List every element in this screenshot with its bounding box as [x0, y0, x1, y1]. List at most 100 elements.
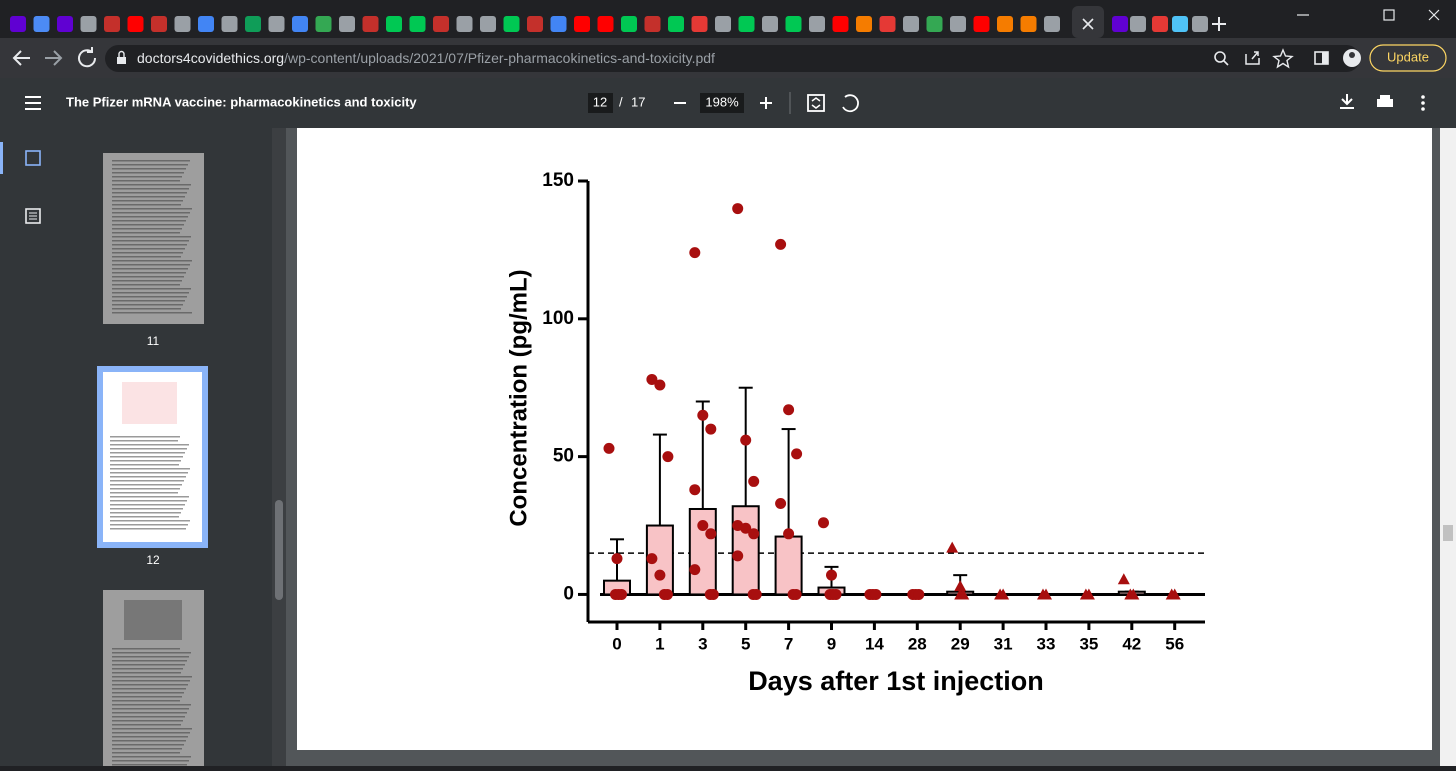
zoom-icon[interactable] — [1214, 51, 1226, 63]
x-tick-label: 31 — [994, 634, 1013, 653]
thumbnail-line — [112, 652, 191, 654]
maximize[interactable] — [1383, 9, 1395, 21]
thumbnail-line — [110, 516, 179, 518]
thumbnail-line — [112, 764, 187, 766]
favicon — [926, 16, 943, 32]
favicon — [1192, 16, 1208, 32]
data-point — [707, 588, 719, 600]
data-point — [783, 528, 795, 540]
zoom-input[interactable] — [700, 93, 744, 113]
thumbnail-line — [110, 496, 189, 498]
x-tick-label: 14 — [865, 634, 884, 653]
update-button[interactable] — [1369, 44, 1447, 72]
favicon — [574, 16, 590, 32]
scrollbar[interactable] — [1440, 128, 1456, 766]
thumbnail-line — [112, 752, 180, 754]
thumbnail-line — [112, 664, 185, 666]
data-point — [775, 497, 787, 509]
thumbnail-line — [110, 480, 184, 482]
data-point — [783, 404, 795, 416]
page-input[interactable] — [588, 93, 613, 113]
data-point — [689, 484, 701, 496]
print-top — [1380, 95, 1390, 99]
bookmark-star[interactable] — [1272, 48, 1294, 69]
thumbnail-line — [112, 692, 184, 694]
reload-button[interactable] — [78, 47, 97, 68]
side-panel-fill — [1322, 52, 1328, 64]
thumbnail-line — [112, 300, 185, 302]
fit-page-arrows — [811, 97, 821, 109]
url[interactable]: doctors4covidethics.org/wp-content/uploa… — [137, 50, 715, 66]
thumbnails-tab[interactable] — [25, 150, 41, 166]
favicon — [339, 16, 355, 32]
favicon — [1020, 16, 1037, 32]
back-button[interactable] — [12, 50, 30, 66]
fit-page[interactable] — [807, 94, 825, 112]
favicon — [1130, 16, 1146, 32]
scroll-thumb[interactable] — [1443, 525, 1453, 541]
thumbnail-line — [110, 484, 182, 486]
page-separator: / — [619, 94, 623, 109]
thumbnail-line — [112, 200, 183, 202]
thumbnail-line — [112, 164, 188, 166]
data-point — [689, 564, 701, 576]
x-tick-label: 7 — [784, 634, 793, 653]
outline-tab[interactable] — [25, 208, 41, 224]
thumbnail-line — [112, 672, 181, 674]
favicon — [691, 16, 708, 32]
thumbnail-line — [112, 236, 191, 238]
data-point — [1082, 588, 1095, 600]
thumbnail-line — [112, 688, 186, 690]
favicon — [456, 16, 473, 32]
favicon — [738, 16, 755, 32]
thumbnail-line — [110, 464, 179, 466]
favicon — [221, 16, 238, 32]
favicon — [80, 16, 97, 32]
favicon — [879, 16, 896, 32]
active-tab[interactable] — [1072, 6, 1104, 38]
sidebar-scroll-thumb[interactable] — [275, 500, 283, 600]
more-dot[interactable] — [1421, 95, 1425, 99]
x-tick-label: 0 — [612, 634, 621, 653]
thumbnail-line — [112, 180, 180, 182]
share-icon[interactable] — [1245, 51, 1260, 65]
update-label: Update — [1387, 49, 1429, 64]
thumbnail-page-11[interactable] — [103, 153, 204, 324]
thumbnail-line — [110, 456, 183, 458]
thumbnail-line — [112, 288, 191, 290]
omnibox[interactable] — [105, 45, 1360, 72]
data-point — [654, 379, 666, 391]
new-tab[interactable] — [1212, 17, 1226, 31]
rotate[interactable] — [842, 94, 859, 113]
print[interactable] — [1377, 99, 1393, 107]
document-title: The Pfizer mRNA vaccine: pharmacokinetic… — [66, 94, 417, 109]
thumbnail-line — [112, 724, 181, 726]
download[interactable] — [1340, 94, 1354, 109]
favicon — [174, 16, 191, 32]
thumbnail-line — [112, 740, 186, 742]
thumbnail-line — [112, 176, 182, 178]
thumbnail-line — [112, 676, 192, 678]
y-tick-label: 100 — [542, 308, 574, 329]
thumbnail-line — [112, 168, 186, 170]
data-point — [689, 247, 701, 259]
zoom-in[interactable] — [760, 97, 772, 109]
favicon — [856, 16, 872, 32]
close-window[interactable] — [1428, 9, 1440, 21]
sidebar-scrollbar[interactable] — [272, 128, 286, 766]
data-point — [957, 588, 970, 600]
favicon — [1112, 16, 1128, 32]
tab-close[interactable] — [1082, 18, 1094, 30]
favicon — [480, 16, 496, 32]
forward-button[interactable] — [45, 50, 63, 66]
favicon — [104, 16, 120, 32]
favicon — [1044, 16, 1060, 32]
data-point — [697, 409, 709, 421]
tab-favicons — [10, 16, 1208, 32]
menu-button[interactable] — [25, 96, 41, 110]
data-point — [1117, 573, 1130, 585]
thumbnail-line — [112, 760, 189, 762]
pdf-page — [297, 128, 1432, 750]
thumbnail-line — [112, 216, 188, 218]
thumbnail-text — [112, 160, 192, 314]
